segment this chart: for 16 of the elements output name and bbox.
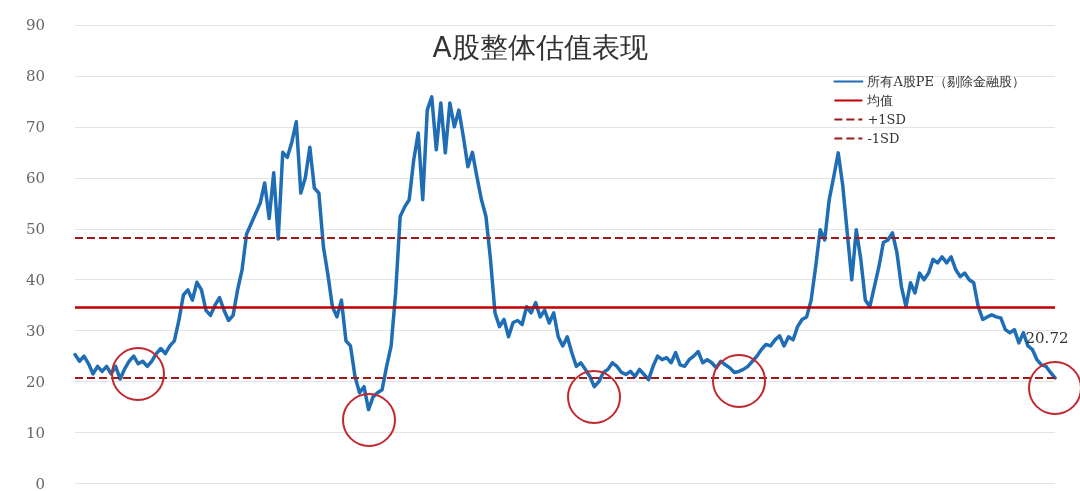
y-tick-label: 0 [35,474,45,491]
y-tick-label: 60 [25,168,45,187]
chart-title: A股整体估值表现 [432,30,648,64]
annotation: 20.72 [1025,328,1069,347]
legend-label: -1SD [867,131,900,146]
y-tick-label: 20 [25,372,45,391]
y-tick-label: 40 [25,270,45,289]
legend-label: 均值 [866,93,894,108]
y-tick-label: 90 [25,16,45,34]
legend-label: 所有A股PE（剔除金融股） [867,74,1025,89]
y-tick-label: 30 [25,321,45,340]
y-tick-label: 10 [25,423,45,442]
y-tick-label: 50 [25,219,45,238]
y-tick-label: 70 [25,117,45,136]
legend-label: +1SD [867,112,906,127]
y-tick-label: 80 [25,66,45,85]
